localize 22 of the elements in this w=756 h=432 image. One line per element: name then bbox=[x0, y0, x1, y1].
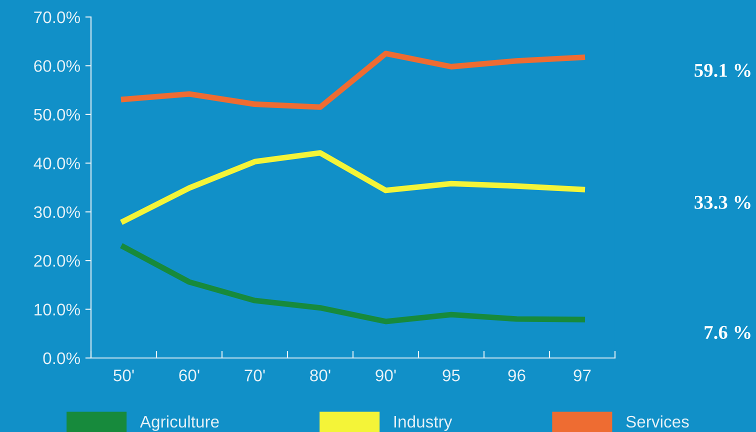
x-tick-label: 97 bbox=[574, 370, 591, 382]
x-tick-label: 70' bbox=[244, 370, 265, 382]
y-tick-label: 30.0% bbox=[34, 206, 80, 218]
text: 7.6 % bbox=[704, 326, 750, 340]
y-tick-label: 20.0% bbox=[34, 254, 80, 267]
text: 33.3 % bbox=[694, 196, 750, 210]
x-tick-label: 96 bbox=[508, 370, 526, 382]
y-tick-label: 70.0% bbox=[34, 11, 80, 24]
x-tick-label: 80' bbox=[310, 370, 330, 382]
x-tick-label: 60' bbox=[179, 370, 200, 382]
y-tick-label: 10.0% bbox=[34, 304, 80, 316]
legend-label: Agriculture bbox=[140, 415, 219, 431]
x-tick-label: 50' bbox=[114, 370, 134, 382]
y-tick-label: 40.0% bbox=[34, 158, 80, 170]
x-tick-label: 90' bbox=[376, 370, 396, 382]
y-tick-label: 50.0% bbox=[34, 108, 80, 121]
x-tick-label: 95 bbox=[442, 370, 460, 382]
y-tick-label: 60.0% bbox=[34, 60, 80, 72]
legend-label: Services bbox=[626, 415, 689, 428]
legend-label: Industry bbox=[394, 415, 452, 431]
text: 59.1 % bbox=[694, 64, 750, 77]
y-tick-label: 0.0% bbox=[43, 352, 80, 364]
